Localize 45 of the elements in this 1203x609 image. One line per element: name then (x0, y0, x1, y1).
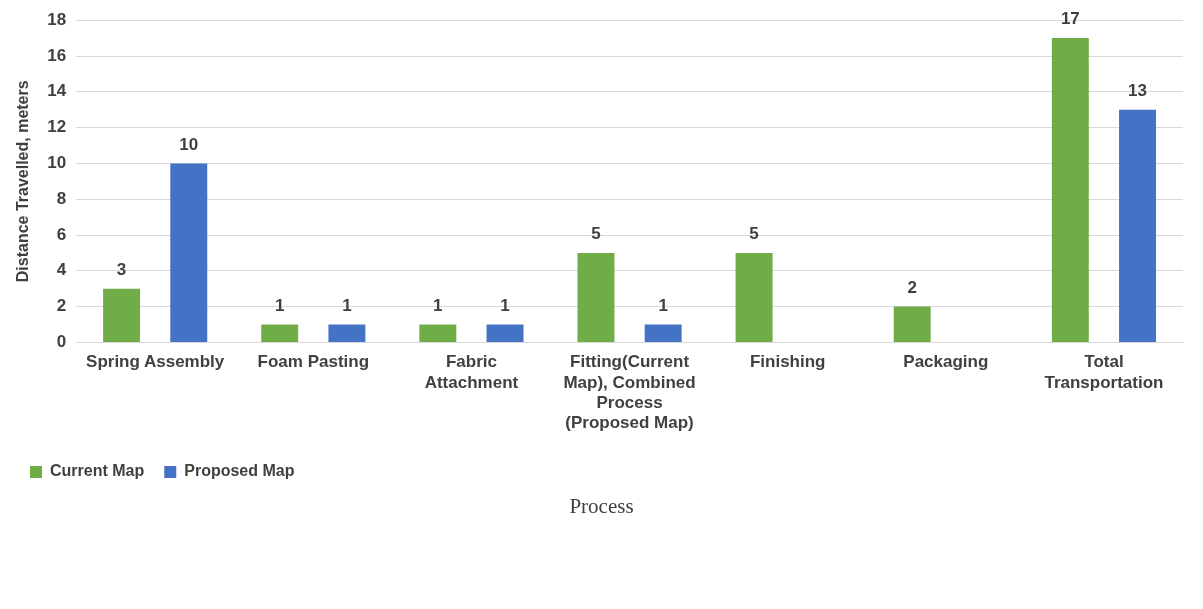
y-tick-label: 4 (56, 260, 67, 280)
bar (577, 252, 615, 342)
data-label: 1 (433, 295, 443, 315)
data-label: 1 (274, 295, 285, 315)
y-tick-label: 2 (56, 296, 67, 316)
y-tick-label: 16 (47, 45, 67, 65)
legend-label: Current Map (50, 462, 145, 480)
bar (644, 324, 682, 342)
data-label: 2 (907, 277, 917, 297)
data-label: 17 (1060, 9, 1080, 29)
data-label: 13 (1128, 80, 1147, 100)
y-tick-label: 12 (47, 117, 67, 137)
y-tick-label: 8 (56, 188, 67, 208)
data-label: 1 (500, 295, 510, 315)
x-tick-label: Spring Assembly (86, 352, 225, 372)
x-tick-label: Foam Pasting (257, 352, 370, 372)
data-label: 5 (591, 224, 601, 244)
bar (735, 252, 773, 342)
legend-label: Proposed Map (184, 462, 295, 480)
data-label: 10 (179, 134, 199, 154)
y-tick-label: 18 (47, 9, 67, 29)
bar (486, 324, 524, 342)
y-tick-label: 14 (47, 81, 67, 101)
y-tick-label: 0 (56, 332, 67, 352)
data-label: 3 (116, 259, 127, 279)
x-tick-label: Finishing (749, 352, 826, 372)
bar (170, 163, 208, 342)
data-label: 5 (749, 224, 759, 244)
x-axis-title: Process (568, 494, 635, 519)
bar (1119, 109, 1157, 342)
x-tick-label: Total Transportation (1044, 352, 1164, 392)
bar (103, 288, 141, 342)
bar (419, 324, 457, 342)
bar (1051, 38, 1089, 342)
bar (893, 306, 931, 342)
data-label: 1 (658, 295, 668, 315)
x-tick-label: Packaging (903, 352, 989, 372)
x-tick-label: Fitting(Current Map), Combined Process (Proposed Map) (563, 352, 696, 433)
bar (261, 324, 299, 342)
y-tick-label: 10 (47, 153, 67, 173)
x-tick-label: Fabric Attachment (424, 352, 519, 392)
y-tick-label: 6 (56, 224, 67, 244)
bar (328, 324, 366, 342)
y-axis-title: Distance Travelled, meters (14, 80, 32, 283)
data-label: 1 (342, 295, 352, 315)
